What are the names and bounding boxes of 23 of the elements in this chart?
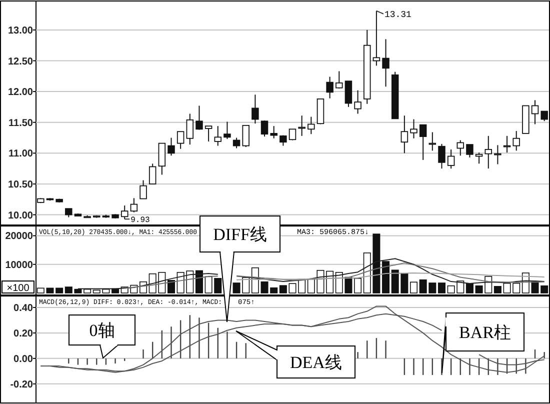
y-tick-label: 10.50 — [8, 179, 34, 190]
y-tick-label: 11.00 — [8, 148, 34, 160]
callout: BAR柱 — [442, 312, 524, 374]
annotation: BAR柱 — [459, 323, 511, 342]
callout: 0轴 — [68, 314, 136, 359]
y-tick-label: 13.00 — [8, 25, 34, 36]
y-tick-label: 12.50 — [8, 56, 34, 68]
callout: DEA线 — [236, 330, 356, 378]
y-tick-label: 11.50 — [8, 118, 34, 129]
annotation: 9.93 — [130, 216, 150, 226]
y-tick-label: 0.00 — [14, 354, 34, 365]
y-tick-label: 0.20 — [14, 328, 34, 340]
y-tick-label: 10000 — [5, 260, 34, 271]
annotation: DEA线 — [290, 353, 342, 372]
y-tick-label: -0.20 — [10, 379, 34, 390]
annotation: DIFF线 — [213, 225, 267, 244]
annotation: 13.31 — [384, 10, 412, 20]
y-tick-label: 0.40 — [14, 302, 34, 314]
annotation: 0轴 — [89, 321, 115, 340]
y-tick-label: 12.00 — [8, 87, 34, 98]
y-axis-title: ×100 — [6, 283, 30, 294]
y-tick-label: 10.00 — [8, 210, 34, 222]
y-tick-label: 20000 — [5, 231, 34, 242]
